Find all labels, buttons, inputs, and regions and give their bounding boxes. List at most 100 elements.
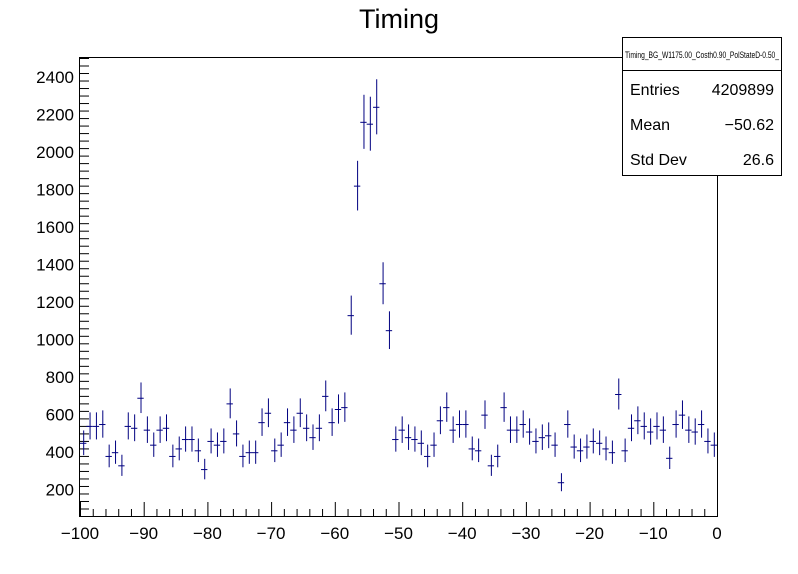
x-tick-label: 0 (712, 524, 721, 543)
data-point (264, 398, 272, 428)
data-point (309, 424, 316, 450)
data-point (334, 394, 342, 424)
data-point (181, 426, 189, 452)
data-point (92, 412, 100, 440)
data-point (519, 410, 526, 438)
data-point (602, 436, 609, 461)
data-point (608, 440, 616, 464)
data-point (80, 430, 87, 456)
data-point (156, 416, 163, 443)
y-tick-label: 1200 (36, 293, 74, 312)
plot-frame (79, 57, 718, 517)
x-tick-label: −10 (639, 524, 668, 543)
stats-entries-label: Entries (630, 82, 680, 99)
data-point (322, 380, 329, 412)
data-point (646, 418, 654, 445)
data-point (634, 406, 641, 435)
data-point (595, 430, 603, 456)
data-point (379, 262, 386, 305)
data-point (124, 412, 131, 440)
data-point (564, 410, 571, 438)
y-axis: 200 400 600 800 1000 1200 1400 1600 1800 2000 2200… (36, 58, 89, 510)
data-point (697, 410, 705, 438)
y-tick-label: 1600 (36, 218, 74, 237)
data-point (532, 428, 539, 454)
data-point (506, 416, 514, 443)
data-point (481, 400, 488, 429)
data-series (80, 79, 717, 492)
x-axis: −100 −90 −80 −70 −60 −50 −40 −30 −20 −10 0 (61, 502, 722, 543)
data-point (194, 438, 202, 463)
data-point (302, 414, 310, 442)
x-tick-label: −30 (511, 524, 540, 543)
data-point (111, 440, 119, 464)
data-point (691, 418, 698, 445)
x-tick-label: −90 (129, 524, 158, 543)
data-point (86, 412, 93, 440)
data-point (226, 388, 233, 419)
data-point (468, 436, 475, 461)
data-point (175, 436, 182, 461)
stats-histogram-name: Timing_BG_W1175.00_Costh0.90_PolStateD-0… (625, 50, 780, 60)
data-point (341, 392, 348, 422)
data-point (487, 454, 495, 476)
data-point (685, 416, 692, 443)
data-point (570, 434, 577, 459)
data-point (494, 444, 501, 468)
x-tick-label: −100 (61, 524, 99, 543)
data-point (328, 408, 335, 436)
data-point (213, 432, 221, 457)
data-point (443, 392, 450, 422)
data-point (315, 414, 323, 442)
data-point (366, 96, 374, 151)
data-point (640, 412, 647, 440)
data-point (150, 432, 157, 457)
data-point (576, 438, 584, 463)
data-point (627, 414, 635, 442)
data-point (207, 428, 214, 454)
stats-mean-label: Mean (630, 117, 670, 134)
data-point (245, 440, 252, 464)
data-point (258, 408, 265, 436)
data-point (385, 311, 393, 350)
x-tick-label: −70 (257, 524, 286, 543)
data-point (162, 414, 170, 442)
data-point (137, 382, 144, 414)
y-tick-label: 1800 (36, 180, 74, 199)
data-point (474, 438, 482, 463)
y-tick-label: 1000 (36, 331, 74, 350)
stats-stddev-value: 26.6 (743, 152, 774, 169)
data-point (271, 438, 278, 463)
x-tick-label: −20 (575, 524, 604, 543)
data-point (99, 410, 106, 438)
data-point (525, 418, 533, 445)
data-point (277, 432, 284, 457)
data-point (290, 416, 297, 443)
data-point (105, 444, 112, 468)
data-point (500, 392, 507, 422)
data-point (551, 432, 558, 457)
data-point (143, 416, 151, 443)
data-point (347, 295, 354, 335)
data-point (353, 160, 361, 211)
data-point (615, 378, 622, 410)
data-point (201, 458, 208, 480)
y-tick-label: 200 (46, 481, 74, 500)
data-point (666, 446, 673, 470)
y-tick-label: 2400 (36, 68, 74, 87)
data-point (653, 412, 660, 440)
data-point (710, 432, 717, 457)
data-point (621, 438, 628, 463)
data-point (188, 426, 195, 452)
chart-title: Timing (359, 4, 439, 34)
data-point (404, 424, 412, 450)
data-point (513, 416, 520, 443)
data-point (392, 426, 399, 452)
data-point (251, 440, 259, 464)
data-point (538, 424, 546, 450)
data-point (423, 444, 431, 468)
data-point (232, 420, 240, 447)
y-tick-label: 2000 (36, 143, 74, 162)
data-point (373, 79, 380, 135)
data-point (430, 432, 437, 457)
